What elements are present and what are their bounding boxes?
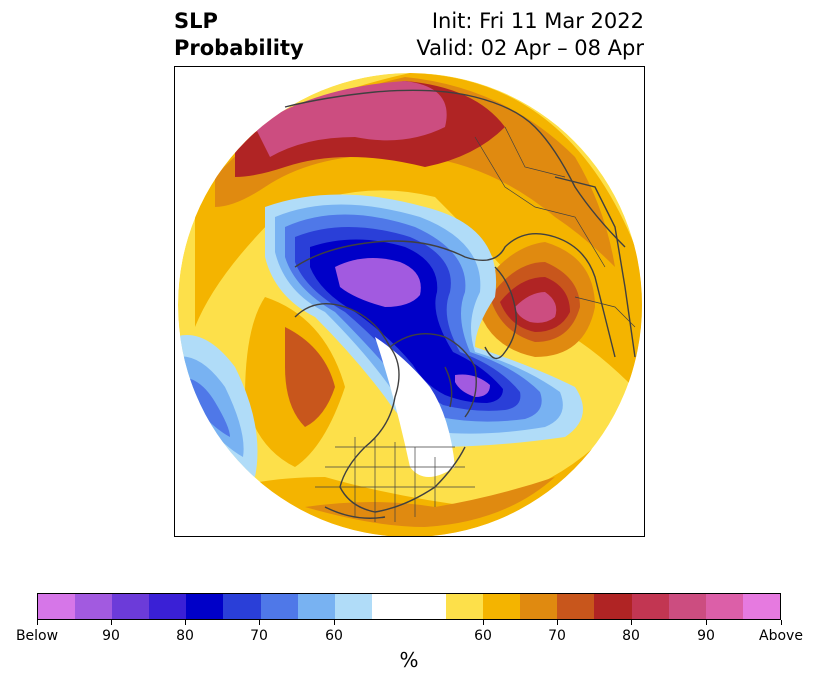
colorbar-tick-mark — [334, 620, 335, 625]
colorbar-tick-label: 60 — [474, 628, 492, 644]
colorbar-tick-mark — [631, 620, 632, 625]
colorbar-segment — [705, 594, 743, 619]
coastlines — [284, 89, 636, 519]
contour-region — [515, 292, 557, 323]
boundary-line — [504, 126, 566, 178]
colorbar-segment — [446, 594, 484, 619]
boundary-line — [554, 176, 636, 358]
colorbar-tick-label: Above — [759, 628, 803, 644]
colorbar-segment — [38, 594, 76, 619]
colorbar-tick-mark — [483, 620, 484, 625]
colorbar-segment — [186, 594, 224, 619]
colorbar-segment — [668, 594, 706, 619]
colorbar-tick-label: 60 — [325, 628, 343, 644]
boundary-line — [484, 266, 517, 360]
init-date: Init: Fri 11 Mar 2022 — [431, 9, 644, 33]
colorbar-segment — [631, 594, 669, 619]
contour-region — [375, 337, 455, 477]
colorbar-segment — [260, 594, 298, 619]
title-right: Init: Fri 11 Mar 2022 Valid: 02 Apr – 08… — [416, 8, 644, 62]
contour-region — [305, 477, 555, 527]
colorbar-tick-mark — [557, 620, 558, 625]
contour-region — [455, 374, 490, 397]
colorbar-unit-label: % — [399, 648, 419, 672]
colorbar-tick-mark — [37, 620, 38, 625]
valid-range: Valid: 02 Apr – 08 Apr — [416, 36, 644, 60]
colorbar — [37, 593, 781, 620]
colorbar-segment — [112, 594, 150, 619]
title-subtitle: Probability — [174, 36, 304, 60]
colorbar-tick-label: 80 — [622, 628, 640, 644]
colorbar-tick-mark — [706, 620, 707, 625]
colorbar-segment — [483, 594, 521, 619]
colorbar-segment — [371, 594, 409, 619]
colorbar-tick-label: Below — [15, 628, 59, 644]
colorbar-tick-mark — [259, 620, 260, 625]
map-panel — [174, 66, 645, 537]
probability-map — [178, 73, 642, 536]
colorbar-tick-label: 90 — [102, 628, 120, 644]
colorbar-tick-label: 80 — [176, 628, 194, 644]
contour-region — [335, 258, 421, 307]
colorbar-segment — [594, 594, 632, 619]
colorbar-tick-label: 70 — [548, 628, 566, 644]
colorbar-tick-mark — [185, 620, 186, 625]
political-borders — [315, 126, 636, 522]
colorbar-segment — [297, 594, 335, 619]
colorbar-segment — [149, 594, 187, 619]
colorbar-segment — [557, 594, 595, 619]
filled-contours — [178, 73, 642, 536]
colorbar-tick-label: 90 — [697, 628, 715, 644]
title-variable: SLP — [174, 9, 218, 33]
colorbar-tick-mark — [111, 620, 112, 625]
boundary-line — [389, 333, 477, 418]
colorbar-tick-label: 70 — [250, 628, 268, 644]
colorbar-segment — [408, 594, 447, 619]
title-left: SLP Probability — [174, 8, 304, 62]
boundary-line — [474, 136, 606, 268]
colorbar-segment — [520, 594, 558, 619]
colorbar-segment — [742, 594, 780, 619]
boundary-line — [574, 296, 636, 328]
colorbar-tick-mark — [781, 620, 782, 625]
boundary-line — [444, 366, 453, 408]
contour-region — [285, 327, 335, 427]
colorbar-segment — [75, 594, 113, 619]
colorbar-segment — [334, 594, 372, 619]
colorbar-segment — [223, 594, 261, 619]
boundary-line — [294, 233, 616, 358]
boundary-line — [284, 89, 626, 248]
contour-region — [255, 81, 447, 157]
boundary-line — [354, 437, 436, 522]
